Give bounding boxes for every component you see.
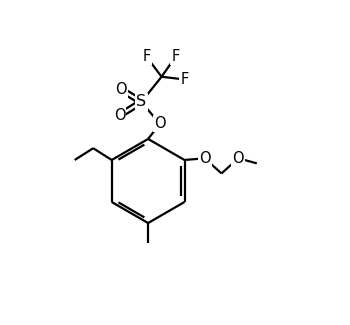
Text: O: O	[154, 116, 166, 131]
Text: O: O	[199, 151, 210, 166]
Text: F: F	[180, 72, 189, 87]
Text: F: F	[172, 49, 180, 64]
Text: F: F	[142, 49, 150, 64]
Text: S: S	[136, 95, 146, 110]
Text: O: O	[232, 151, 244, 166]
Text: O: O	[115, 82, 126, 97]
Text: O: O	[114, 108, 125, 123]
